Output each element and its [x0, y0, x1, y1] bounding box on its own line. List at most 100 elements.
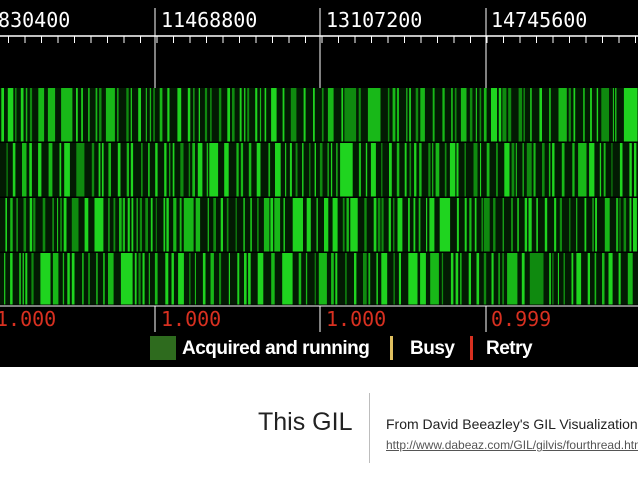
- acquired-bar: [530, 88, 532, 142]
- acquired-bar: [63, 198, 67, 252]
- time-tick-label: 13107200: [326, 8, 423, 32]
- acquired-bar: [456, 143, 459, 197]
- acquired-bar: [398, 253, 401, 305]
- acquired-bar: [536, 198, 538, 252]
- acquired-bar: [10, 198, 13, 252]
- acquired-bar: [340, 143, 353, 197]
- acquired-bar: [524, 198, 528, 252]
- acquired-bar: [589, 143, 595, 197]
- acquired-bar: [305, 253, 308, 305]
- acquired-bar: [282, 88, 285, 142]
- acquired-bar: [218, 88, 222, 142]
- acquired-bar: [99, 88, 102, 142]
- acquired-bar: [563, 253, 565, 305]
- acquired-bar: [306, 198, 311, 252]
- acquired-bar: [388, 198, 391, 252]
- acquired-bar: [595, 198, 597, 252]
- acquired-bar: [130, 143, 134, 197]
- acquired-bar: [29, 143, 32, 197]
- acquired-bar: [188, 143, 191, 197]
- acquired-bar: [354, 253, 357, 305]
- acquired-bar: [611, 143, 613, 197]
- acquired-bar: [603, 143, 606, 197]
- acquired-bar: [419, 143, 422, 197]
- acquired-bar: [332, 198, 338, 252]
- slide-title: This GIL: [258, 408, 353, 436]
- acquired-bar: [413, 198, 416, 252]
- acquired-bar: [7, 88, 14, 142]
- acquired-bar: [373, 198, 377, 252]
- acquired-bar: [517, 198, 519, 252]
- acquired-bar: [285, 143, 287, 197]
- acquired-bar: [227, 88, 230, 142]
- acquired-bar: [342, 198, 345, 252]
- acquired-bar: [292, 198, 303, 252]
- acquired-bar: [270, 198, 274, 252]
- acquired-bar: [548, 143, 551, 197]
- acquired-bar: [559, 198, 562, 252]
- acquired-bar: [255, 88, 258, 142]
- acquired-bar: [25, 88, 28, 142]
- acquired-bar: [615, 88, 617, 142]
- acquired-bar: [210, 88, 212, 142]
- acquired-bar: [232, 88, 235, 142]
- acquired-bar: [142, 253, 145, 305]
- acquired-bar: [62, 253, 65, 305]
- acquired-bar: [244, 253, 247, 305]
- acquired-bar: [498, 88, 502, 142]
- acquired-bar: [442, 88, 445, 142]
- acquired-bar: [153, 88, 155, 142]
- acquired-bar: [38, 143, 42, 197]
- acquired-bar: [387, 88, 390, 142]
- acquired-bar: [204, 88, 208, 142]
- acquired-bar: [130, 88, 132, 142]
- acquired-bar: [587, 253, 590, 305]
- acquired-bar: [134, 253, 137, 305]
- acquired-bar: [344, 88, 357, 142]
- acquired-bar: [358, 88, 361, 142]
- acquired-bar: [381, 253, 388, 305]
- acquired-bar: [596, 88, 599, 142]
- acquired-bar: [392, 88, 396, 142]
- acquired-bar: [549, 253, 551, 305]
- source-link[interactable]: http://www.dabeaz.com/GIL/gilvis/fourthr…: [386, 438, 638, 452]
- acquired-bar: [429, 198, 435, 252]
- acquired-bar: [432, 143, 434, 197]
- acquired-bar: [31, 253, 34, 305]
- acquired-bar: [618, 253, 621, 305]
- acquired-bar: [264, 88, 267, 142]
- acquired-bar: [302, 143, 304, 197]
- acquired-swatch: [150, 336, 176, 360]
- acquired-bar: [309, 143, 311, 197]
- acquired-bar: [138, 88, 141, 142]
- acquired-bar: [283, 198, 285, 252]
- acquired-bar: [20, 88, 24, 142]
- acquired-bar: [415, 88, 419, 142]
- utilization-label: 1.000: [161, 307, 222, 331]
- acquired-bar: [148, 143, 150, 197]
- acquired-bar: [145, 198, 148, 252]
- acquired-bar: [247, 88, 250, 142]
- acquired-bar: [224, 143, 229, 197]
- acquired-bar: [173, 198, 177, 252]
- acquired-bar: [243, 198, 245, 252]
- acquired-bar: [25, 253, 28, 305]
- acquired-bar: [10, 253, 13, 305]
- acquired-bar: [103, 253, 105, 305]
- caption-divider: [369, 393, 370, 463]
- acquired-bar: [406, 88, 408, 142]
- acquired-bar: [187, 88, 191, 142]
- acquired-bar: [64, 143, 70, 197]
- acquired-bar: [239, 88, 242, 142]
- acquired-bar: [235, 198, 237, 252]
- acquired-bar: [393, 253, 395, 305]
- acquired-bar: [282, 253, 293, 305]
- acquired-bar: [449, 143, 456, 197]
- acquired-bar: [336, 143, 338, 197]
- acquired-bar: [629, 198, 632, 252]
- acquired-bar: [619, 198, 621, 252]
- acquired-bar: [479, 88, 482, 142]
- acquired-bar: [250, 198, 252, 252]
- acquired-bar: [33, 198, 36, 252]
- acquired-bar: [263, 198, 270, 252]
